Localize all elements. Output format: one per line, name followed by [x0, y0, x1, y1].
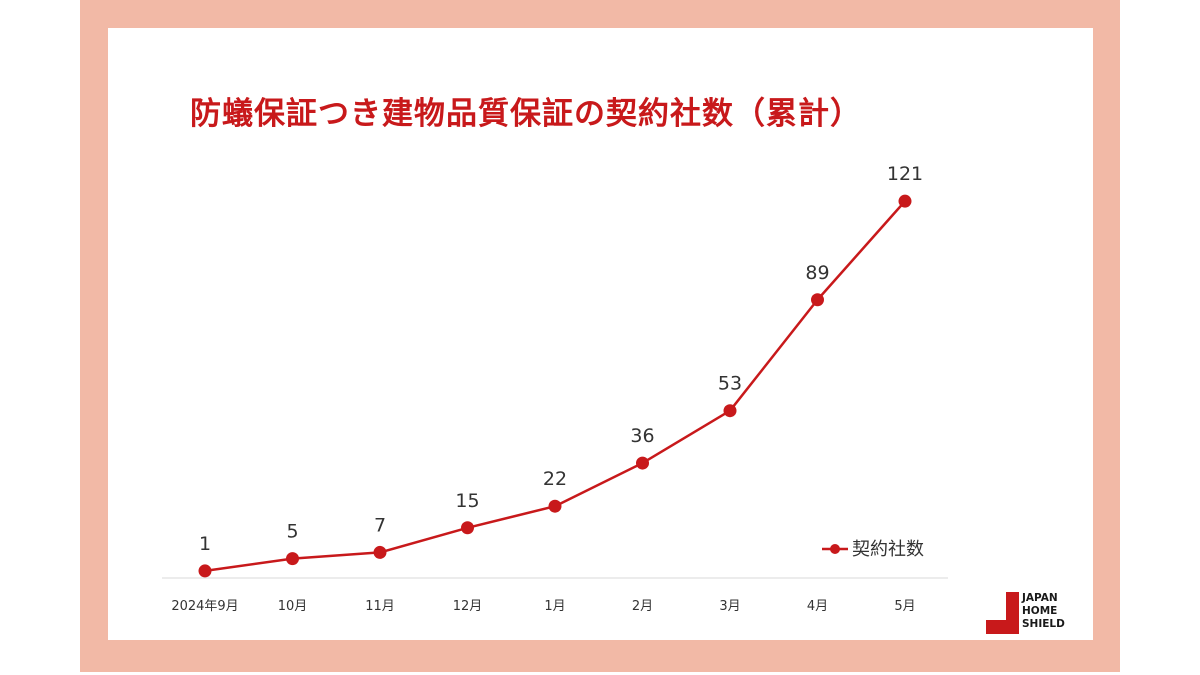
data-point: [636, 456, 649, 470]
data-label: 89: [805, 262, 829, 284]
x-tick-label: 5月: [894, 599, 915, 614]
data-point: [461, 521, 474, 535]
x-tick-label: 3月: [719, 599, 740, 614]
x-tick-label: 2024年9月: [171, 599, 238, 614]
chart-card: [108, 28, 1093, 640]
data-point: [811, 293, 824, 307]
series-line: [204, 200, 906, 573]
data-point: [198, 564, 212, 578]
data-label: 121: [887, 163, 923, 185]
logo-line-2: HOME: [1022, 605, 1058, 617]
x-axis-layer: 2024年9月 10月 11月 12月 1月 2月 3月 4月 5月: [162, 577, 948, 614]
data-label: 5: [286, 521, 298, 543]
data-label: 15: [455, 490, 479, 512]
data-label: 53: [718, 373, 742, 395]
data-point: [548, 499, 562, 513]
legend: 契約社数: [822, 539, 924, 560]
data-label: 1: [199, 533, 211, 555]
data-point: [723, 404, 737, 418]
data-label: 36: [630, 425, 654, 447]
x-tick-label: 4月: [807, 599, 828, 614]
logo-line-1: JAPAN: [1022, 592, 1058, 604]
data-point: [373, 545, 387, 559]
japan-home-shield-logo: JAPAN HOME SHIELD: [982, 590, 1078, 638]
x-tick-label: 1月: [544, 599, 565, 614]
chart-title: 防蟻保証つき建物品質保証の契約社数（累計）: [190, 96, 862, 132]
data-label: 7: [374, 514, 386, 536]
x-tick-label: 11月: [365, 599, 395, 614]
x-tick-label: 12月: [453, 599, 483, 614]
x-tick-label: 2月: [632, 599, 653, 614]
data-point: [898, 194, 912, 208]
x-tick-label: 10月: [278, 599, 308, 614]
legend-label: 契約社数: [852, 539, 924, 560]
data-label: 22: [543, 468, 567, 490]
logo-icon: [986, 592, 1019, 634]
data-point: [286, 552, 299, 566]
logo-line-3: SHIELD: [1022, 618, 1065, 630]
legend-marker: [830, 544, 840, 554]
